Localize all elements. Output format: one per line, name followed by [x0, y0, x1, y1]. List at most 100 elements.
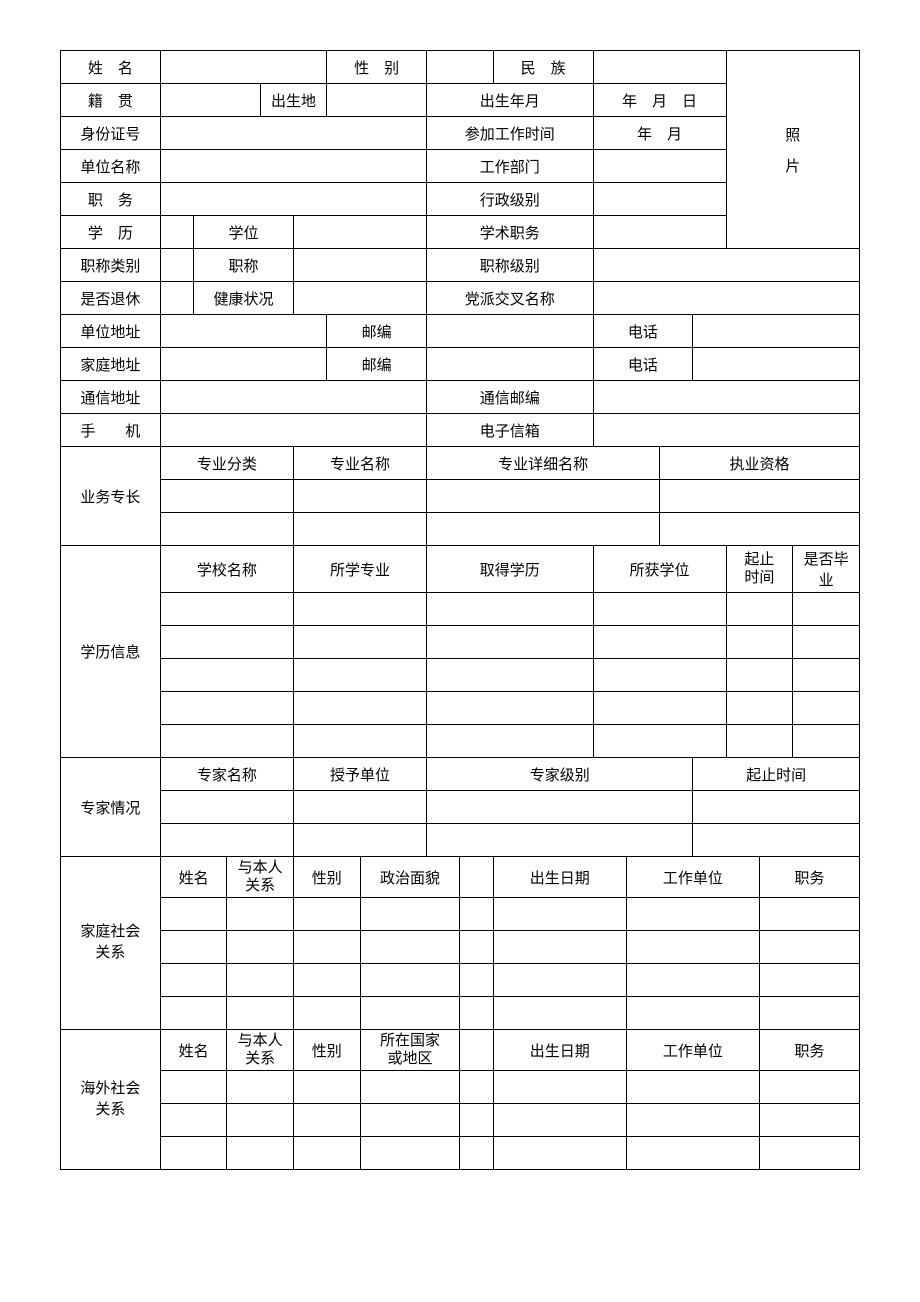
label-relname2: 姓名 — [160, 1030, 227, 1071]
photo-text2: 片 — [731, 155, 855, 176]
label-family: 家庭社会关系 — [61, 857, 161, 1030]
label-majorcat: 专业分类 — [160, 447, 293, 480]
val-homeaddr — [160, 348, 326, 381]
label-eduinfo: 学历信息 — [61, 546, 161, 758]
fam-blank — [460, 857, 493, 898]
val-party — [593, 282, 860, 315]
label-relation1: 与本人关系 — [227, 857, 294, 898]
val-mobile — [160, 414, 426, 447]
photo-text1: 照 — [731, 124, 855, 145]
val-workstart: 年 月 — [593, 117, 726, 150]
val-degree — [293, 216, 426, 249]
val-ethnic — [593, 51, 726, 84]
specialty-r2c4 — [660, 513, 860, 546]
val-orgaddr — [160, 315, 326, 348]
val-postcode1 — [427, 315, 593, 348]
label-workunit1: 工作单位 — [626, 857, 759, 898]
val-adminlevel — [593, 183, 726, 216]
label-mailaddr: 通信地址 — [61, 381, 161, 414]
label-relgender1: 性别 — [293, 857, 360, 898]
val-phone1 — [693, 315, 860, 348]
label-majordetail: 专业详细名称 — [427, 447, 660, 480]
label-workstart: 参加工作时间 — [427, 117, 593, 150]
specialty-r1c1 — [160, 480, 293, 513]
label-dept: 工作部门 — [427, 150, 593, 183]
label-relpos2: 职务 — [759, 1030, 859, 1071]
val-email — [593, 414, 860, 447]
label-degobt: 所获学位 — [593, 546, 726, 593]
label-period2: 起止时间 — [693, 758, 860, 791]
specialty-r1c4 — [660, 480, 860, 513]
label-titlecat: 职称类别 — [61, 249, 161, 282]
label-phone2: 电话 — [593, 348, 693, 381]
label-name: 姓 名 — [61, 51, 161, 84]
label-relgender2: 性别 — [293, 1030, 360, 1071]
label-titlelevel: 职称级别 — [427, 249, 593, 282]
specialty-r2c3 — [427, 513, 660, 546]
label-relation2: 与本人关系 — [227, 1030, 294, 1071]
label-homeaddr: 家庭地址 — [61, 348, 161, 381]
val-mailaddr — [160, 381, 426, 414]
label-graduated: 是否毕业 — [793, 546, 860, 593]
personnel-form-table: 姓 名 性 别 民 族 照 片 籍 贯 出生地 出生年月 年 月 日 身份证号 … — [60, 50, 860, 1170]
val-postcode2 — [427, 348, 593, 381]
val-idno — [160, 117, 426, 150]
label-postcode2: 邮编 — [327, 348, 427, 381]
val-gender — [427, 51, 494, 84]
label-overseas: 海外社会关系 — [61, 1030, 161, 1170]
specialty-r1c2 — [293, 480, 426, 513]
label-license: 执业资格 — [660, 447, 860, 480]
label-idno: 身份证号 — [61, 117, 161, 150]
specialty-r2c2 — [293, 513, 426, 546]
label-politics: 政治面貌 — [360, 857, 460, 898]
label-expertinfo: 专家情况 — [61, 758, 161, 857]
label-school: 学校名称 — [160, 546, 293, 593]
label-acadpost: 学术职务 — [427, 216, 593, 249]
label-health: 健康状况 — [194, 282, 294, 315]
label-expertname: 专家名称 — [160, 758, 293, 791]
photo-cell: 照 片 — [726, 51, 859, 249]
val-phone2 — [693, 348, 860, 381]
label-education: 学 历 — [61, 216, 161, 249]
val-health — [293, 282, 426, 315]
val-mailpost — [593, 381, 860, 414]
val-orgname — [160, 150, 426, 183]
label-ethnic: 民 族 — [493, 51, 593, 84]
label-birthdate: 出生年月 — [427, 84, 593, 117]
val-title — [293, 249, 426, 282]
label-eduobt: 取得学历 — [427, 546, 593, 593]
label-mailpost: 通信邮编 — [427, 381, 593, 414]
val-retired — [160, 282, 193, 315]
label-workunit2: 工作单位 — [626, 1030, 759, 1071]
label-degree: 学位 — [194, 216, 294, 249]
label-position: 职 务 — [61, 183, 161, 216]
label-orgname: 单位名称 — [61, 150, 161, 183]
ov-blank — [460, 1030, 493, 1071]
label-relpos1: 职务 — [759, 857, 859, 898]
label-retired: 是否退休 — [61, 282, 161, 315]
label-gender: 性 别 — [327, 51, 427, 84]
label-mobile: 手 机 — [61, 414, 161, 447]
val-name — [160, 51, 326, 84]
val-dept — [593, 150, 726, 183]
label-postcode1: 邮编 — [327, 315, 427, 348]
label-specialty: 业务专长 — [61, 447, 161, 546]
val-titlecat — [160, 249, 193, 282]
specialty-r1c3 — [427, 480, 660, 513]
val-education — [160, 216, 193, 249]
label-expertlevel: 专家级别 — [427, 758, 693, 791]
label-adminlevel: 行政级别 — [427, 183, 593, 216]
label-country: 所在国家或地区 — [360, 1030, 460, 1071]
val-acadpost — [593, 216, 726, 249]
val-birthplace — [327, 84, 427, 117]
label-relname1: 姓名 — [160, 857, 227, 898]
label-grantorg: 授予单位 — [293, 758, 426, 791]
val-birthdate: 年 月 日 — [593, 84, 726, 117]
label-party: 党派交叉名称 — [427, 282, 593, 315]
label-period: 起止时间 — [726, 546, 793, 593]
specialty-r2c1 — [160, 513, 293, 546]
label-title: 职称 — [194, 249, 294, 282]
label-phone1: 电话 — [593, 315, 693, 348]
label-majorname: 专业名称 — [293, 447, 426, 480]
label-native: 籍 贯 — [61, 84, 161, 117]
